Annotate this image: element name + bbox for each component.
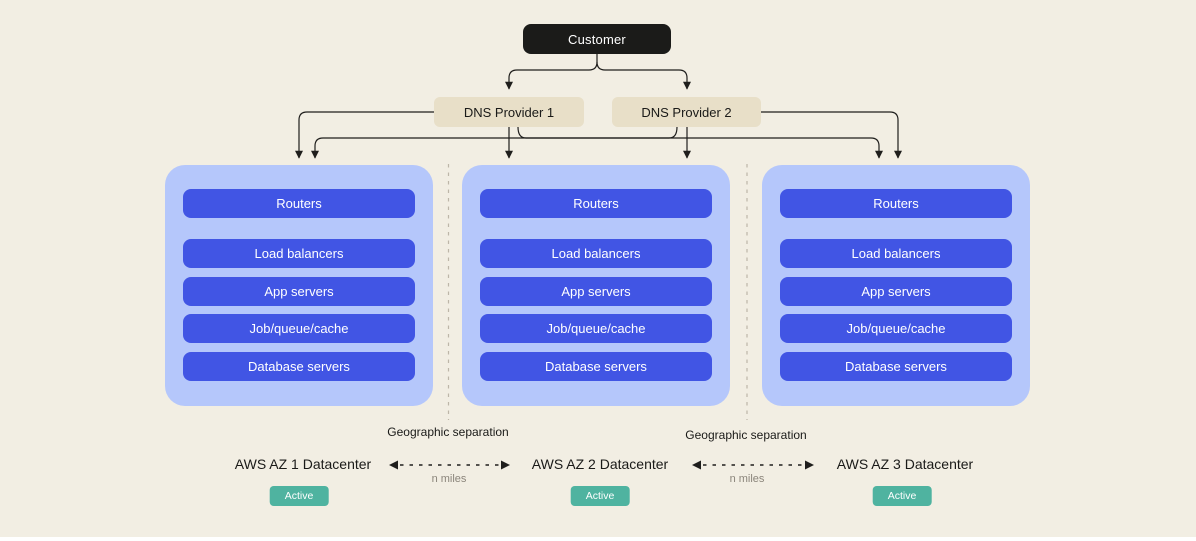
- load-balancers-box: Load balancers: [780, 239, 1012, 268]
- connector-dns1-dc3: [517, 126, 883, 159]
- status-badge: Active: [269, 486, 329, 506]
- connector-customer-dns2: [596, 61, 691, 90]
- bottom-edge-strip: [0, 537, 1196, 541]
- distance-arrow-1: [389, 460, 510, 470]
- database-servers-box: Database servers: [780, 352, 1012, 381]
- distance-label-2: n miles: [729, 473, 765, 485]
- connector-dns2-dc1: [311, 126, 678, 159]
- connector-customer-dns1: [505, 54, 598, 90]
- geographic-separation-label-1: Geographic separation: [387, 425, 509, 439]
- customer-box: Customer: [523, 24, 671, 54]
- datacenter-3-container: Routers Load balancers App servers Job/q…: [762, 165, 1030, 406]
- datacenter-2-container: Routers Load balancers App servers Job/q…: [462, 165, 730, 406]
- connector-dns1-dc1: [295, 111, 434, 159]
- datacenter-1-container: Routers Load balancers App servers Job/q…: [165, 165, 433, 406]
- customer-label: Customer: [568, 31, 626, 47]
- app-servers-box: App servers: [183, 277, 415, 306]
- datacenter-2-name: AWS AZ 2 Datacenter: [531, 456, 669, 472]
- database-servers-box: Database servers: [183, 352, 415, 381]
- dns-provider-1-box: DNS Provider 1: [434, 97, 584, 127]
- job-queue-cache-box: Job/queue/cache: [480, 314, 712, 343]
- dns-provider-2-box: DNS Provider 2: [612, 97, 761, 127]
- status-badge: Active: [570, 486, 630, 506]
- database-servers-box: Database servers: [480, 352, 712, 381]
- routers-box: Routers: [780, 189, 1012, 218]
- app-servers-box: App servers: [480, 277, 712, 306]
- connector-dns2-dc3: [761, 111, 902, 159]
- job-queue-cache-box: Job/queue/cache: [183, 314, 415, 343]
- dns-provider-1-label: DNS Provider 1: [463, 104, 555, 120]
- dns-provider-2-label: DNS Provider 2: [641, 104, 732, 120]
- routers-box: Routers: [183, 189, 415, 218]
- datacenter-3-name: AWS AZ 3 Datacenter: [836, 456, 974, 472]
- distance-arrow-2: [692, 460, 814, 470]
- job-queue-cache-box: Job/queue/cache: [780, 314, 1012, 343]
- load-balancers-box: Load balancers: [480, 239, 712, 268]
- geographic-separation-label-2: Geographic separation: [685, 428, 807, 442]
- status-badge: Active: [872, 486, 932, 506]
- distance-label-1: n miles: [431, 473, 467, 485]
- datacenter-1-name: AWS AZ 1 Datacenter: [234, 456, 372, 472]
- routers-box: Routers: [480, 189, 712, 218]
- app-servers-box: App servers: [780, 277, 1012, 306]
- load-balancers-box: Load balancers: [183, 239, 415, 268]
